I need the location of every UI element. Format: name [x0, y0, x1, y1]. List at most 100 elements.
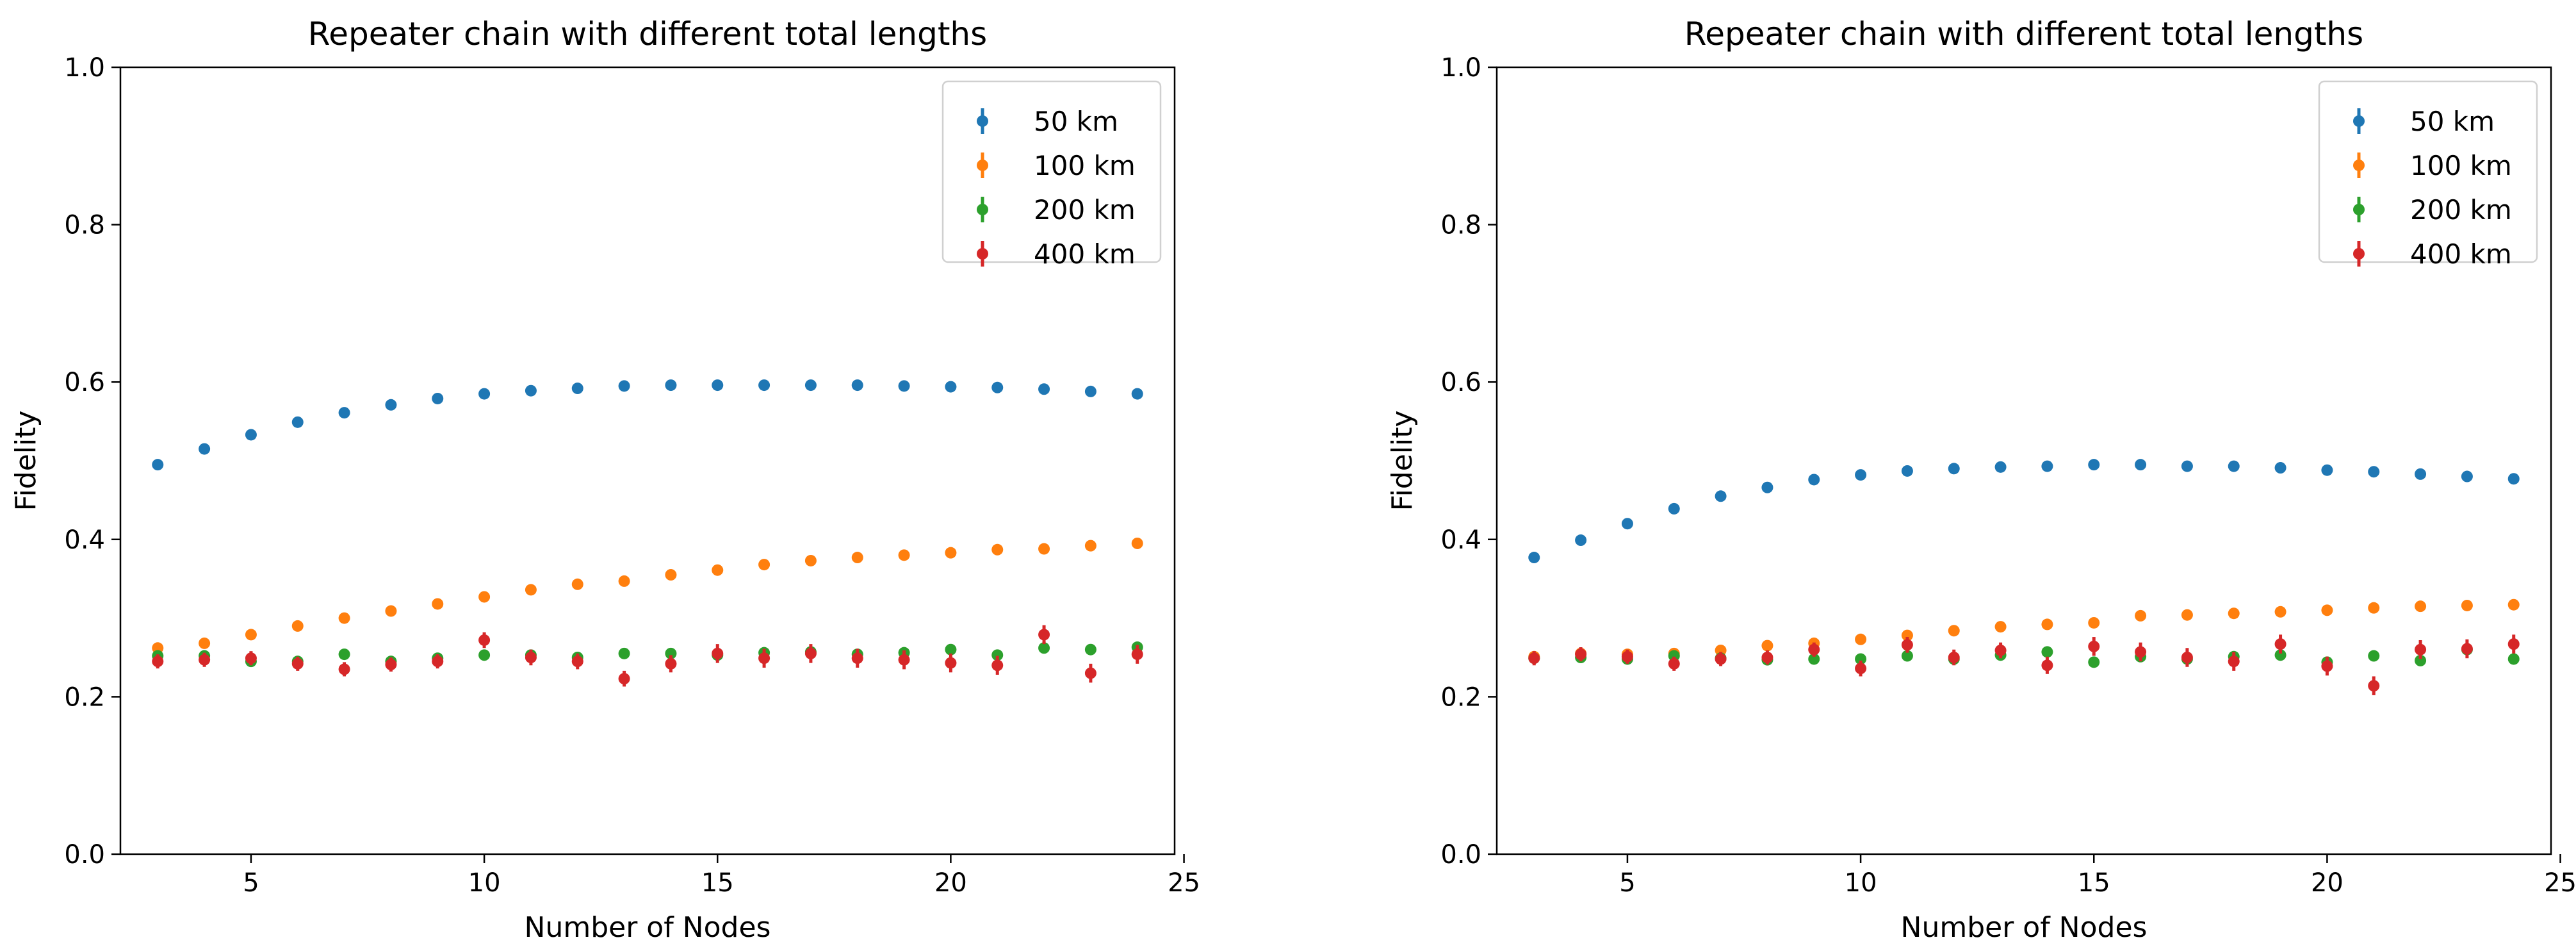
data-point: [2507, 653, 2520, 665]
data-point: [1948, 463, 1960, 475]
data-point: [2321, 604, 2333, 616]
y-tick-label: 0.6: [64, 368, 105, 397]
data-point: [898, 380, 910, 392]
data-point: [571, 656, 583, 668]
data-point: [1084, 540, 1096, 552]
data-point: [432, 392, 444, 404]
legend-label: 200 km: [1034, 194, 1136, 226]
data-point: [2274, 638, 2287, 650]
legend-entry: 100 km: [977, 150, 1136, 181]
data-point: [478, 649, 491, 661]
data-point: [525, 584, 537, 596]
y-tick-label: 0.0: [64, 840, 105, 870]
data-point: [1668, 657, 1680, 670]
data-point: [1761, 652, 1773, 663]
legend: 50 km 100 km 200 km 400 km: [942, 80, 1162, 270]
series-100-km: [152, 537, 1143, 654]
data-point: [2228, 460, 2240, 472]
data-point: [2368, 650, 2380, 662]
legend-entry: 200 km: [977, 194, 1136, 226]
legend-entry: 200 km: [2353, 194, 2512, 226]
legend-entry: 50 km: [2353, 106, 2495, 137]
legend-marker: [977, 160, 988, 171]
legend-marker: [2353, 248, 2365, 260]
data-point: [1131, 648, 1143, 661]
data-point: [338, 663, 350, 675]
data-point: [665, 569, 677, 581]
data-point: [385, 399, 397, 411]
data-point: [245, 429, 257, 441]
data-point: [199, 654, 211, 666]
y-ticks: 0.0 0.2 0.4 0.6 0.8 1.0: [1440, 53, 1497, 870]
data-point: [2507, 473, 2520, 485]
data-point: [1084, 643, 1096, 656]
data-point: [432, 656, 444, 668]
data-point: [1855, 653, 1867, 665]
series-400-km: [152, 625, 1143, 687]
data-point: [851, 652, 863, 664]
data-point: [245, 652, 257, 664]
data-point: [2321, 464, 2333, 476]
data-point: [991, 659, 1004, 672]
x-tick-label: 10: [468, 868, 501, 898]
data-point: [804, 647, 817, 659]
data-point: [945, 547, 957, 559]
y-ticks: 0.0 0.2 0.4 0.6 0.8 1.0: [64, 53, 120, 870]
chart-title: Repeater chain with different total leng…: [308, 15, 987, 53]
data-point: [1901, 639, 1913, 651]
data-point: [2088, 656, 2100, 668]
x-tick-label: 15: [701, 868, 734, 898]
data-point: [758, 379, 770, 392]
data-point: [898, 549, 910, 561]
data-point: [1901, 650, 1913, 662]
data-point: [665, 379, 677, 392]
data-point: [2181, 652, 2193, 663]
x-axis-label: Number of Nodes: [525, 911, 771, 944]
chart-right: Repeater chain with different total leng…: [1386, 15, 2576, 944]
data-point: [1668, 502, 1680, 515]
legend-label: 400 km: [1034, 238, 1136, 270]
data-point: [665, 647, 677, 659]
y-tick-label: 0.6: [1440, 368, 1481, 397]
y-tick-label: 0.0: [1440, 840, 1481, 870]
data-point: [2461, 643, 2473, 655]
data-point: [1038, 642, 1050, 654]
data-point: [571, 383, 583, 395]
data-point: [1994, 644, 2007, 656]
y-tick-label: 0.8: [1440, 211, 1481, 240]
data-point: [618, 647, 630, 659]
y-tick-label: 1.0: [1440, 53, 1481, 83]
legend-label: 100 km: [1034, 150, 1136, 181]
data-point: [338, 612, 350, 624]
x-tick-label: 5: [243, 868, 259, 898]
data-point: [945, 381, 957, 393]
x-ticks: 5 10 15 20 25: [243, 854, 1200, 898]
data-point: [1715, 653, 1727, 665]
chart-left: Repeater chain with different total leng…: [10, 15, 1200, 944]
data-point: [2181, 609, 2193, 621]
data-point: [2368, 680, 2380, 692]
legend-label: 50 km: [2410, 106, 2495, 137]
data-point: [2415, 643, 2427, 656]
data-point: [2088, 459, 2100, 471]
data-point: [2041, 460, 2053, 472]
data-point: [1131, 388, 1143, 400]
data-point: [945, 657, 957, 669]
series-50-km: [152, 379, 1143, 471]
data-point: [1621, 518, 1633, 530]
data-point: [804, 379, 817, 392]
data-point: [2321, 660, 2333, 672]
data-point: [1084, 385, 1096, 397]
data-point: [1575, 534, 1587, 547]
plot-frame: [1496, 66, 2552, 855]
data-point: [478, 634, 491, 646]
legend-label: 100 km: [2410, 150, 2512, 181]
data-point: [945, 643, 957, 656]
data-point: [618, 673, 630, 685]
data-point: [478, 388, 491, 400]
data-point: [152, 656, 164, 668]
y-tick-label: 0.8: [64, 211, 105, 240]
data-point: [1528, 552, 1540, 564]
x-tick-label: 5: [1619, 868, 1635, 898]
data-point: [712, 379, 724, 392]
